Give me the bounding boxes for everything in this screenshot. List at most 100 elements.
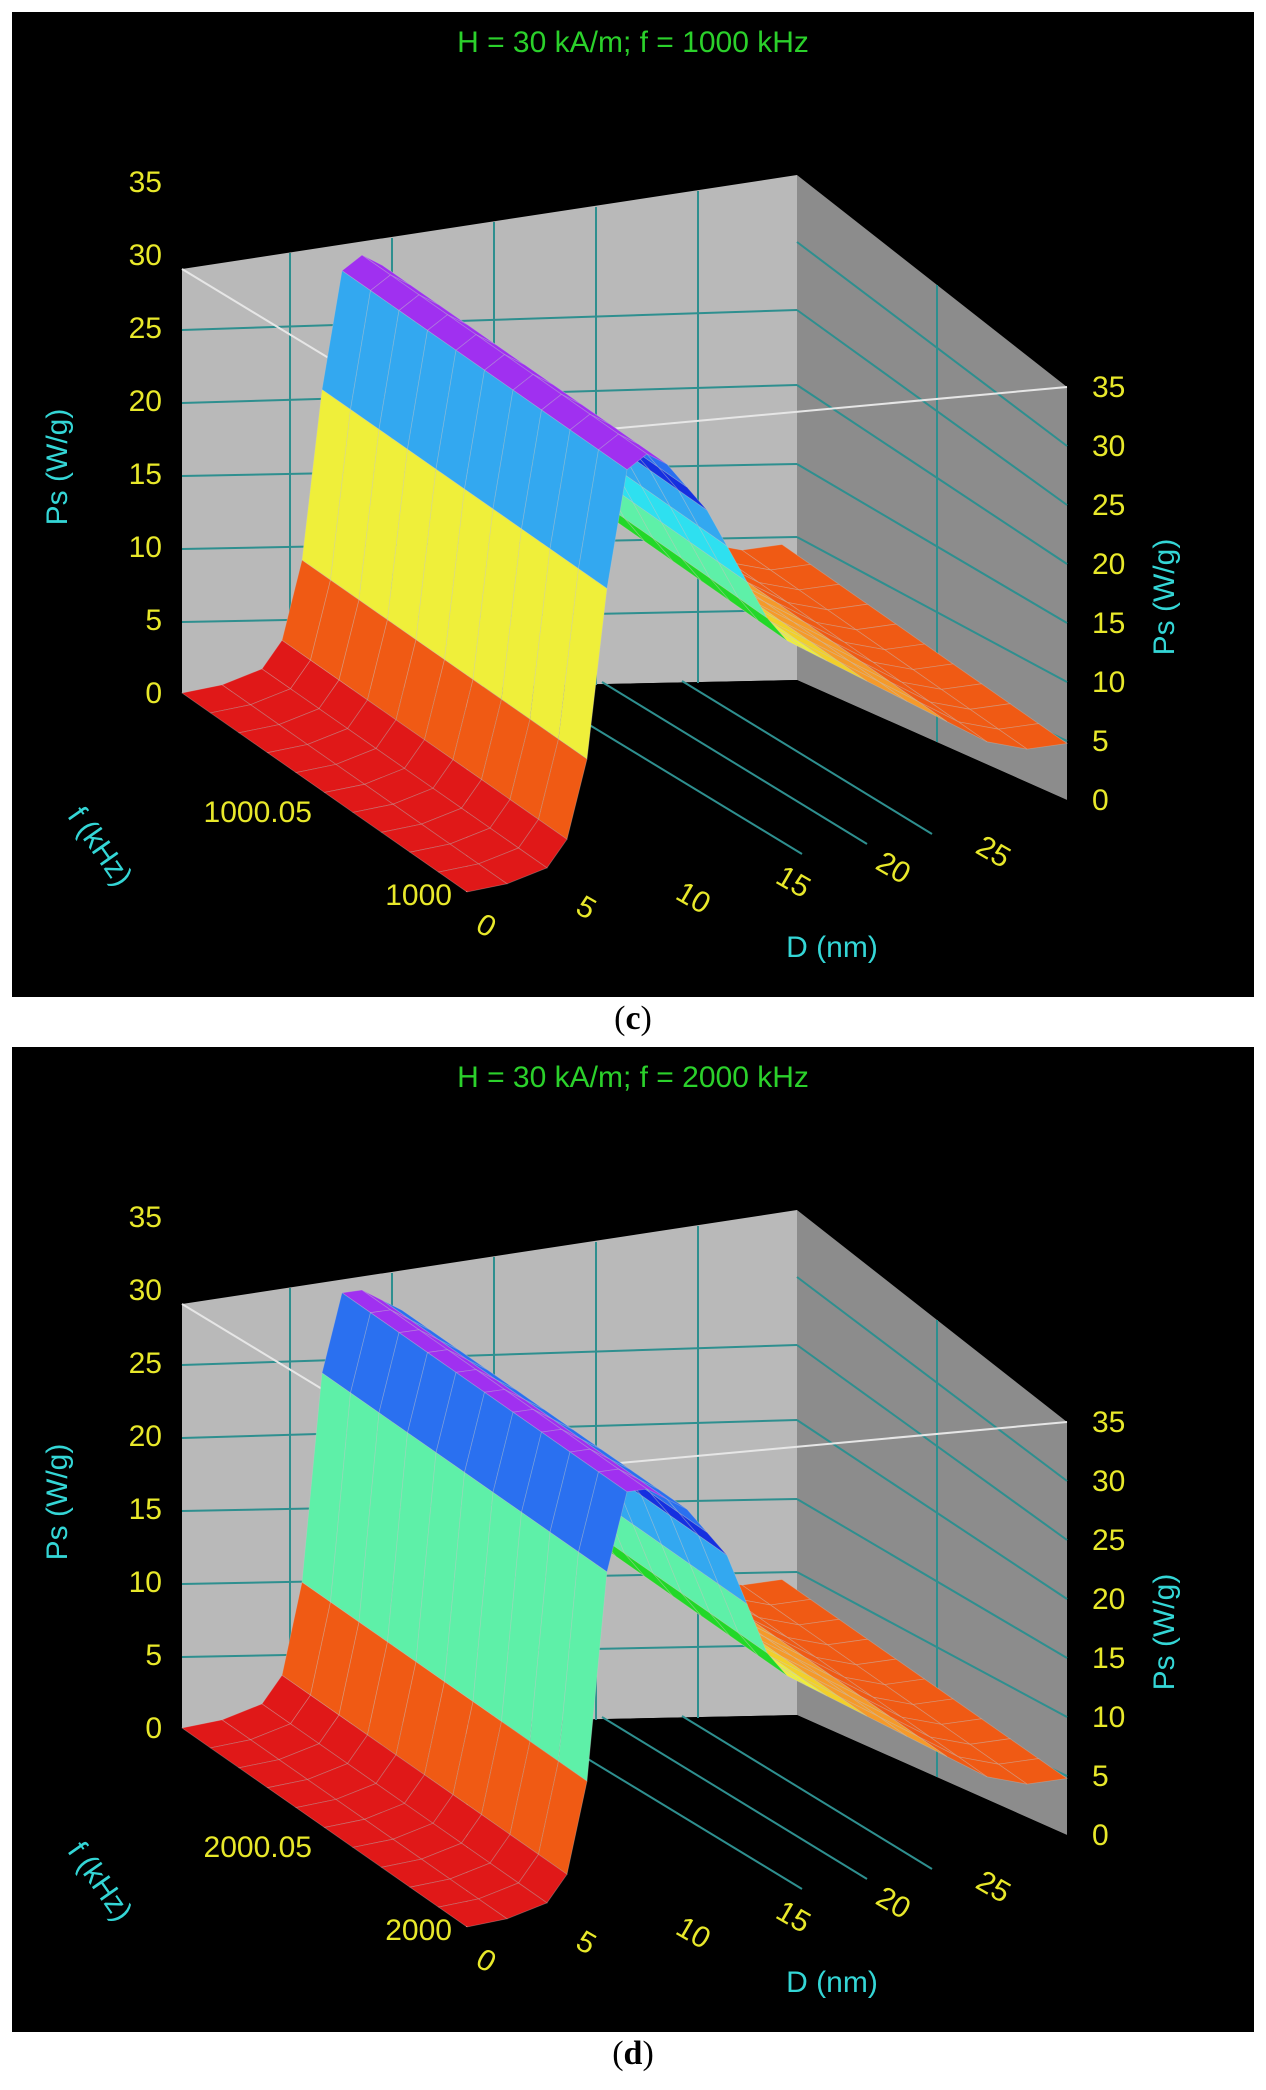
surface-patch xyxy=(861,661,931,703)
surface-patch xyxy=(323,783,394,813)
z-tick: 5 xyxy=(1092,725,1109,758)
surface-patch xyxy=(815,622,885,650)
surface-patch xyxy=(809,641,879,682)
z-tick: 30 xyxy=(129,1274,162,1307)
y-tick: 2000.05 xyxy=(204,1831,312,1864)
surface-patch xyxy=(538,1760,588,1875)
surface-patch xyxy=(918,701,988,743)
surface-patch xyxy=(958,1756,1028,1785)
z-tick: 15 xyxy=(1092,607,1125,640)
surface-patch xyxy=(797,583,869,611)
z-tick: 10 xyxy=(1092,1701,1125,1734)
z-tick: 35 xyxy=(1092,371,1125,404)
surface-patch xyxy=(717,1582,768,1654)
x-tick: 10 xyxy=(671,1910,716,1955)
x-tick: 10 xyxy=(671,875,716,920)
surface-patch xyxy=(221,1703,292,1741)
z-tick: 20 xyxy=(1092,548,1125,581)
z-tick: 25 xyxy=(129,1347,162,1380)
surface-patch xyxy=(797,1618,869,1646)
chart-panel-d: 0 5 10 15 20 25 30 35 0 5 10 15 20 25 30… xyxy=(12,1047,1254,2032)
y-tick: 1000 xyxy=(385,879,452,912)
z-tick: 30 xyxy=(1092,1465,1125,1498)
surface-patch xyxy=(872,1696,942,1725)
surface-mesh xyxy=(181,254,1069,893)
surface-patch xyxy=(709,577,759,622)
surface-mesh xyxy=(181,1289,1069,1928)
z-tick: 10 xyxy=(1092,666,1125,699)
z-tick: 35 xyxy=(1092,1406,1125,1439)
surface-patch xyxy=(558,567,608,760)
surface-patch xyxy=(854,623,926,651)
z-tick: 25 xyxy=(1092,489,1125,522)
surface-patch xyxy=(521,409,571,550)
x-tick: 25 xyxy=(971,1864,1016,1909)
z-tick: 15 xyxy=(129,458,162,491)
chart-title: H = 30 kA/m; f = 2000 kHz xyxy=(457,1061,809,1094)
surface-patch xyxy=(521,1431,571,1533)
x-tick: 0 xyxy=(471,907,502,944)
caption-letter: c xyxy=(625,1000,641,1037)
surface-patch xyxy=(815,1657,885,1685)
z-axis-label-left: Ps (W/g) xyxy=(41,1444,74,1561)
z-axis-label-left: Ps (W/g) xyxy=(41,409,74,526)
x-tick: 15 xyxy=(771,859,816,904)
chart-title: H = 30 kA/m; f = 1000 kHz xyxy=(457,26,809,59)
surface-patch xyxy=(681,1592,731,1637)
z-ticks-left: 0 5 10 15 20 25 30 35 xyxy=(129,166,162,710)
x-tick: 0 xyxy=(471,1942,502,1979)
z-tick: 15 xyxy=(129,1493,162,1526)
surface-plot-c: 0 5 10 15 20 25 30 35 0 5 10 15 20 25 30… xyxy=(41,26,1181,964)
z-tick: 30 xyxy=(129,239,162,272)
z-ticks-right: 0 5 10 15 20 25 30 35 xyxy=(1092,1406,1125,1852)
x-tick: 5 xyxy=(571,1924,602,1961)
x-tick: 20 xyxy=(871,1880,916,1925)
surface-patch xyxy=(997,1758,1069,1785)
surface-patch xyxy=(501,528,551,721)
y-axis-label: f (kHz) xyxy=(61,1836,139,1927)
z-ticks-left: 0 5 10 15 20 25 30 35 xyxy=(129,1201,162,1745)
z-tick: 10 xyxy=(129,1566,162,1599)
surface-patch xyxy=(764,601,834,643)
surface-patch xyxy=(821,641,891,683)
surface-patch xyxy=(418,294,468,326)
z-tick: 20 xyxy=(129,385,162,418)
y-ticks: 2000 2000.05 xyxy=(204,1831,452,1947)
z-tick: 5 xyxy=(1092,1760,1109,1793)
surface-patch xyxy=(538,738,588,840)
surface-patch xyxy=(681,557,731,602)
z-tick: 0 xyxy=(1092,784,1109,817)
surface-patch xyxy=(363,1802,434,1840)
caption-letter: d xyxy=(623,2035,643,2072)
x-tick: 20 xyxy=(871,845,916,890)
surface-patch xyxy=(821,1676,891,1718)
z-tick: 5 xyxy=(145,1639,162,1672)
z-ticks-right: 0 5 10 15 20 25 30 35 xyxy=(1092,371,1125,817)
z-tick: 0 xyxy=(145,1712,162,1745)
surface-patch xyxy=(769,620,839,662)
z-tick: 35 xyxy=(129,166,162,199)
surface-patch xyxy=(437,863,508,893)
chart-panel-c: 0 5 10 15 20 25 30 35 0 5 10 15 20 25 30… xyxy=(12,12,1254,997)
surface-patch xyxy=(529,1531,579,1763)
surface-patch xyxy=(709,1612,759,1657)
surface-patch xyxy=(854,1658,926,1686)
surface-patch xyxy=(437,1898,508,1928)
x-tick: 5 xyxy=(571,889,602,926)
z-tick: 5 xyxy=(145,604,162,637)
y-tick: 2000 xyxy=(385,1914,452,1947)
z-tick: 25 xyxy=(129,312,162,345)
z-tick: 25 xyxy=(1092,1524,1125,1557)
z-tick: 35 xyxy=(129,1201,162,1234)
y-axis-label: f (kHz) xyxy=(61,801,139,892)
surface-patch xyxy=(624,1552,674,1597)
surface-patch xyxy=(730,562,800,591)
z-tick: 15 xyxy=(1092,1642,1125,1675)
z-tick: 20 xyxy=(1092,1583,1125,1616)
surface-patch xyxy=(764,1636,834,1678)
surface-plot-d: 0 5 10 15 20 25 30 35 0 5 10 15 20 25 30… xyxy=(41,1061,1181,1999)
z-tick: 0 xyxy=(145,677,162,710)
y-ticks: 1000 1000.05 xyxy=(204,796,452,912)
surface-patch xyxy=(221,668,292,706)
surface-patch xyxy=(449,827,520,865)
